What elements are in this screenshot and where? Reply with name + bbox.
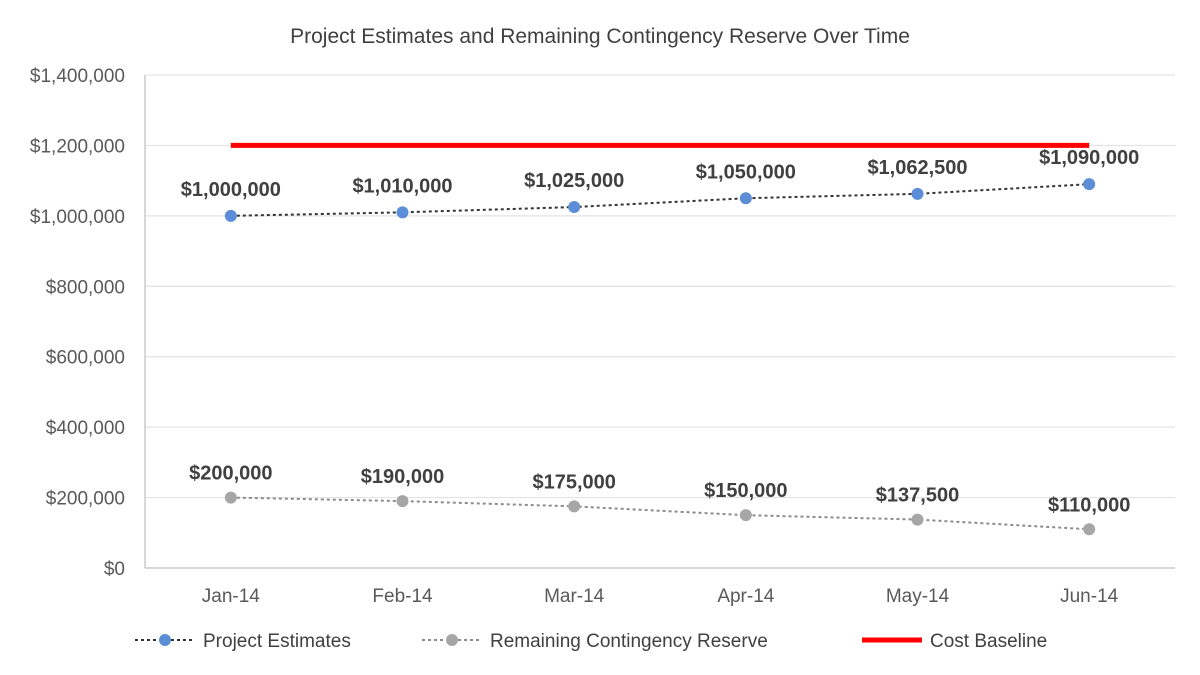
contingency-reserve-point [224,491,237,504]
contingency-reserve-point [1083,523,1096,536]
contingency-reserve-point [396,495,409,508]
cost-baseline-legend-label: Cost Baseline [930,631,1047,652]
y-tick-label: $800,000 [46,277,125,298]
project-estimates-point [568,201,581,214]
contingency-reserve-line [230,496,1090,531]
contingency-reserve-data-label: $150,000 [704,480,787,502]
y-tick-label: $0 [104,559,125,580]
contingency-reserve-data-label: $110,000 [1048,494,1130,516]
y-tick-label: $1,200,000 [30,136,125,157]
project-estimates-point [911,187,924,200]
y-tick-label: $1,400,000 [30,66,125,87]
data-labels: $1,000,000 $1,010,000 $1,025,000 $1,050,000… [181,147,1139,516]
project-estimates-legend-marker [159,634,171,646]
x-tick-label: Mar-14 [544,586,605,607]
contingency-reserve-data-label: $200,000 [189,463,272,485]
project-estimates-point [396,206,409,219]
project-estimates-data-label: $1,025,000 [524,170,624,192]
contingency-reserve-data-label: $190,000 [361,466,444,488]
contingency-reserve-point [911,513,924,526]
project-estimates-point [224,209,237,222]
contingency-reserve-point [568,500,581,513]
y-tick-label: $200,000 [46,489,125,510]
contingency-reserve-legend-marker [446,634,458,646]
project-estimates-point [739,192,752,205]
x-tick-label: Feb-14 [372,586,433,607]
contingency-reserve-data-label: $137,500 [876,485,959,507]
legend: Project Estimates Remaining Contingency R… [135,631,1047,652]
project-estimates-legend-label: Project Estimates [203,631,351,652]
y-tick-label: $400,000 [46,418,125,439]
project-estimates-data-label: $1,090,000 [1039,147,1139,169]
x-tick-label: May-14 [886,586,950,607]
axes: $0 $200,000 $400,000 $600,000 $800,000 $1,000… [30,66,1119,607]
y-tick-label: $1,000,000 [30,207,125,228]
y-tick-label: $600,000 [46,348,125,369]
x-tick-label: Apr-14 [717,586,774,607]
contingency-reserve-legend-label: Remaining Contingency Reserve [490,631,768,652]
contingency-reserve-data-label: $175,000 [532,471,615,493]
contingency-reserve-point [739,509,752,522]
project-estimates-data-label: $1,000,000 [181,179,281,201]
project-estimates-data-label: $1,062,500 [867,157,967,179]
project-estimates-line [230,183,1090,217]
project-estimates-point [1083,178,1096,191]
project-estimates-data-label: $1,010,000 [352,175,452,197]
x-tick-label: Jun-14 [1060,586,1119,607]
project-estimates-data-label: $1,050,000 [696,161,796,183]
series [224,142,1096,536]
chart-title: Project Estimates and Remaining Continge… [290,25,910,48]
x-tick-label: Jan-14 [202,586,261,607]
